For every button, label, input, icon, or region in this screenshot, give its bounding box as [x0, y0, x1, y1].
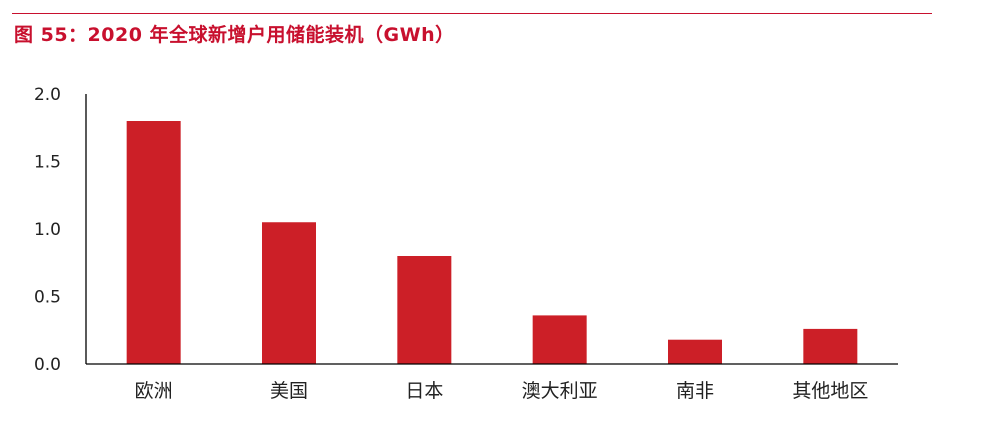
x-tick-label: 澳大利亚: [522, 380, 598, 402]
bars-group: [126, 121, 858, 364]
x-tick-label: 日本: [405, 380, 443, 402]
x-tick-label: 欧洲: [135, 380, 173, 402]
bar-0: [126, 121, 181, 364]
bar-2: [397, 256, 452, 364]
x-tick-label: 南非: [676, 380, 714, 402]
y-tick-label: 2.0: [34, 85, 61, 105]
x-tick-label: 美国: [270, 380, 308, 402]
y-tick-label: 1.5: [34, 153, 61, 173]
bar-3: [532, 315, 587, 364]
y-tick-label: 0.0: [34, 355, 61, 375]
bar-4: [668, 339, 722, 364]
y-tick-label: 1.0: [34, 220, 61, 240]
title-rule: [12, 13, 932, 14]
y-tick-label: 0.5: [34, 288, 61, 308]
bar-1: [262, 222, 316, 364]
y-tick-labels: 0.0 0.5 1.0 1.5 2.0: [34, 85, 61, 375]
bar-5: [803, 328, 858, 364]
x-tick-labels: 欧洲 美国 日本 澳大利亚 南非 其他地区: [135, 380, 869, 402]
figure-title: 图 55：2020 年全球新增户用储能装机（GWh）: [14, 24, 455, 46]
x-tick-label: 其他地区: [792, 380, 868, 402]
